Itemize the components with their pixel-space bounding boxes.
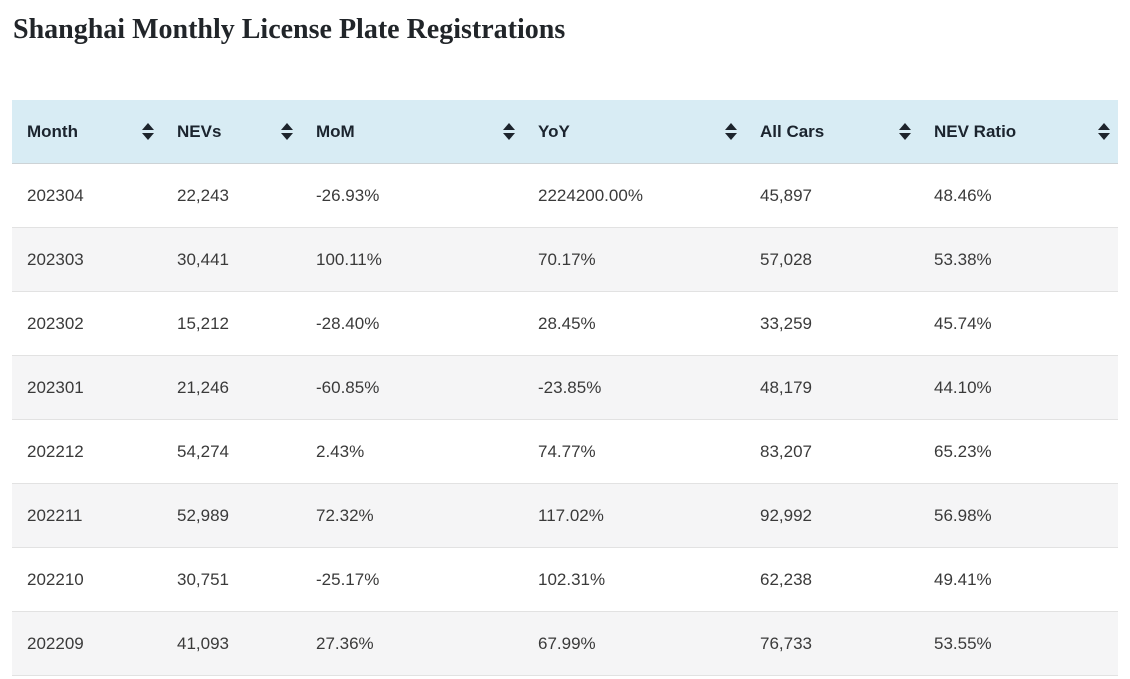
cell-all-cars: 57,028	[745, 227, 919, 292]
cell-mom: -25.17%	[301, 547, 523, 612]
cell-month: 202301	[12, 355, 162, 420]
column-header-nev-ratio[interactable]: NEV Ratio	[919, 100, 1118, 164]
cell-yoy: 102.31%	[523, 547, 745, 612]
cell-mom: -60.85%	[301, 355, 523, 420]
cell-all-cars: 48,179	[745, 355, 919, 420]
table-row: 202209 41,093 27.36% 67.99% 76,733 53.55…	[12, 611, 1118, 676]
column-header-mom[interactable]: MoM	[301, 100, 523, 164]
cell-all-cars: 92,992	[745, 483, 919, 548]
cell-nevs: 52,989	[162, 483, 301, 548]
cell-nev-ratio: 53.55%	[919, 611, 1118, 676]
sort-icon	[1098, 123, 1110, 140]
cell-all-cars: 45,897	[745, 163, 919, 228]
column-header-label: NEVs	[177, 121, 222, 141]
cell-mom: 27.36%	[301, 611, 523, 676]
cell-nevs: 21,246	[162, 355, 301, 420]
cell-yoy: 117.02%	[523, 483, 745, 548]
column-header-all-cars[interactable]: All Cars	[745, 100, 919, 164]
cell-month: 202304	[12, 163, 162, 228]
table-body: 202304 22,243 -26.93% 2224200.00% 45,897…	[12, 163, 1118, 676]
sort-icon	[725, 123, 737, 140]
sort-icon	[503, 123, 515, 140]
sort-icon	[281, 123, 293, 140]
cell-nev-ratio: 65.23%	[919, 419, 1118, 484]
sort-icon	[899, 123, 911, 140]
cell-mom: 72.32%	[301, 483, 523, 548]
registrations-table: Month NEVs MoM	[12, 100, 1118, 676]
cell-mom: 100.11%	[301, 227, 523, 292]
table-row: 202212 54,274 2.43% 74.77% 83,207 65.23%	[12, 419, 1118, 484]
column-header-label: Month	[27, 121, 78, 141]
column-header-label: YoY	[538, 121, 570, 141]
sort-icon	[142, 123, 154, 140]
cell-mom: -26.93%	[301, 163, 523, 228]
cell-nev-ratio: 53.38%	[919, 227, 1118, 292]
page-title: Shanghai Monthly License Plate Registrat…	[13, 14, 566, 45]
cell-yoy: 67.99%	[523, 611, 745, 676]
cell-mom: 2.43%	[301, 419, 523, 484]
cell-all-cars: 33,259	[745, 291, 919, 356]
cell-nev-ratio: 44.10%	[919, 355, 1118, 420]
cell-yoy: 74.77%	[523, 419, 745, 484]
table-row: 202303 30,441 100.11% 70.17% 57,028 53.3…	[12, 227, 1118, 292]
table-row: 202302 15,212 -28.40% 28.45% 33,259 45.7…	[12, 291, 1118, 356]
cell-nevs: 54,274	[162, 419, 301, 484]
cell-month: 202302	[12, 291, 162, 356]
cell-month: 202212	[12, 419, 162, 484]
cell-all-cars: 76,733	[745, 611, 919, 676]
cell-nevs: 41,093	[162, 611, 301, 676]
cell-yoy: 70.17%	[523, 227, 745, 292]
column-header-label: All Cars	[760, 121, 825, 141]
cell-month: 202211	[12, 483, 162, 548]
table-row: 202210 30,751 -25.17% 102.31% 62,238 49.…	[12, 547, 1118, 612]
column-header-month[interactable]: Month	[12, 100, 162, 164]
cell-nevs: 15,212	[162, 291, 301, 356]
cell-nev-ratio: 49.41%	[919, 547, 1118, 612]
cell-yoy: 28.45%	[523, 291, 745, 356]
table-header: Month NEVs MoM	[12, 100, 1118, 164]
cell-all-cars: 62,238	[745, 547, 919, 612]
cell-month: 202303	[12, 227, 162, 292]
cell-nevs: 30,751	[162, 547, 301, 612]
cell-nev-ratio: 45.74%	[919, 291, 1118, 356]
cell-month: 202210	[12, 547, 162, 612]
column-header-nevs[interactable]: NEVs	[162, 100, 301, 164]
column-header-yoy[interactable]: YoY	[523, 100, 745, 164]
cell-nevs: 30,441	[162, 227, 301, 292]
cell-all-cars: 83,207	[745, 419, 919, 484]
cell-nev-ratio: 56.98%	[919, 483, 1118, 548]
column-header-label: MoM	[316, 121, 355, 141]
cell-nev-ratio: 48.46%	[919, 163, 1118, 228]
table-header-row: Month NEVs MoM	[12, 100, 1118, 164]
cell-yoy: 2224200.00%	[523, 163, 745, 228]
table-row: 202211 52,989 72.32% 117.02% 92,992 56.9…	[12, 483, 1118, 548]
cell-nevs: 22,243	[162, 163, 301, 228]
column-header-label: NEV Ratio	[934, 121, 1017, 141]
cell-month: 202209	[12, 611, 162, 676]
cell-yoy: -23.85%	[523, 355, 745, 420]
cell-mom: -28.40%	[301, 291, 523, 356]
table-row: 202301 21,246 -60.85% -23.85% 48,179 44.…	[12, 355, 1118, 420]
table-row: 202304 22,243 -26.93% 2224200.00% 45,897…	[12, 163, 1118, 228]
